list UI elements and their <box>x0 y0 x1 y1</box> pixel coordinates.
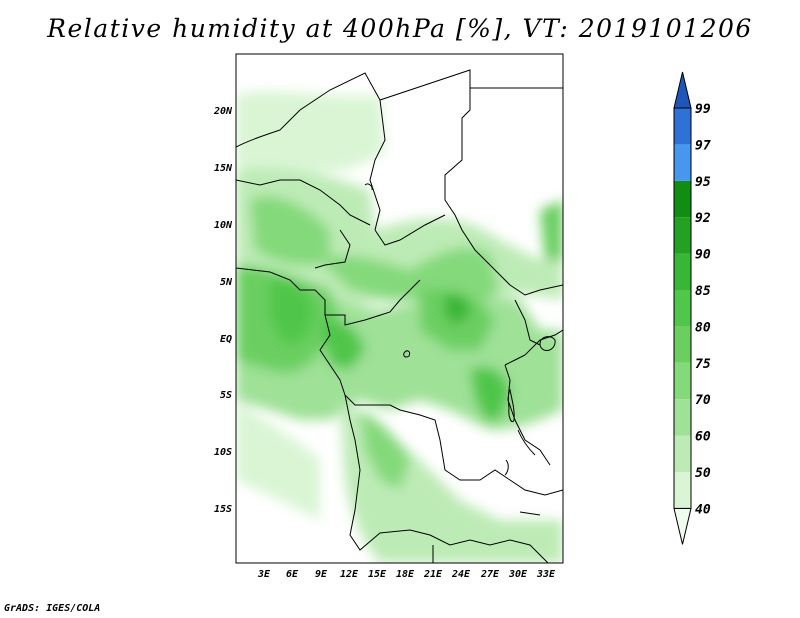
colorbar-label: 85 <box>695 284 711 299</box>
colorbar-segment <box>674 326 691 363</box>
lon-label: 15E <box>368 569 387 580</box>
lon-label: 3E <box>257 569 271 580</box>
colorbar-over-arrow <box>673 71 692 109</box>
country-borders <box>236 69 563 563</box>
colorbar-label: 70 <box>695 393 711 408</box>
colorbar-segment <box>674 108 691 145</box>
colorbar-label: 97 <box>695 138 711 153</box>
colorbar-segment <box>674 399 691 436</box>
lat-label: 15N <box>214 163 233 174</box>
colorbar-under-arrow <box>673 507 692 545</box>
map-frame <box>235 53 564 564</box>
colorbar-label: 90 <box>695 248 711 263</box>
lat-label: 5S <box>220 390 232 401</box>
colorbar-label: 40 <box>695 502 711 517</box>
colorbar-segment <box>674 472 691 509</box>
colorbar-label: 60 <box>695 430 711 445</box>
colorbar-label: 95 <box>695 175 711 190</box>
lon-label: 18E <box>396 569 415 580</box>
colorbar-label: 92 <box>695 211 711 226</box>
colorbar-label: 80 <box>695 320 711 335</box>
colorbar-label: 99 <box>695 102 711 117</box>
colorbar-segment <box>674 217 691 254</box>
lat-axis: 20N 15N 10N 5N EQ 5S 10S 15S <box>213 106 233 515</box>
lat-label: 5N <box>220 277 233 288</box>
colorbar-segment <box>674 362 691 400</box>
lon-label: 33E <box>536 569 556 580</box>
lakes <box>364 183 556 516</box>
lat-label: 20N <box>213 106 233 117</box>
chart-title: Relative humidity at 400hPa [%], VT: 201… <box>47 14 753 43</box>
colorbar-label: 50 <box>695 466 711 481</box>
colorbar-segment <box>674 144 691 181</box>
lon-label: 6E <box>286 569 299 580</box>
lat-label: 15S <box>214 504 232 515</box>
lon-axis: 3E 6E 9E 12E 15E 18E 21E 24E 27E 30E 33E <box>257 569 556 580</box>
lon-label: 30E <box>508 569 528 580</box>
lon-label: 27E <box>480 569 500 580</box>
lon-label: 24E <box>451 569 471 580</box>
humidity-fill <box>236 91 563 563</box>
lon-label: 12E <box>340 569 359 580</box>
credit-label: GrADS: IGES/COLA <box>4 603 101 614</box>
lat-label: 10S <box>214 447 232 458</box>
colorbar-segment <box>674 290 691 327</box>
lon-label: 21E <box>423 569 443 580</box>
lat-label: EQ <box>220 334 232 345</box>
lon-label: 9E <box>315 569 328 580</box>
colorbar-label: 75 <box>695 357 711 372</box>
colorbar: 40 50 60 70 75 80 85 90 92 95 97 99 <box>673 71 711 545</box>
colorbar-segment <box>674 253 691 290</box>
colorbar-outline <box>673 107 692 509</box>
lat-label: 10N <box>214 220 233 231</box>
colorbar-segment <box>674 180 691 218</box>
colorbar-segment <box>674 435 691 472</box>
